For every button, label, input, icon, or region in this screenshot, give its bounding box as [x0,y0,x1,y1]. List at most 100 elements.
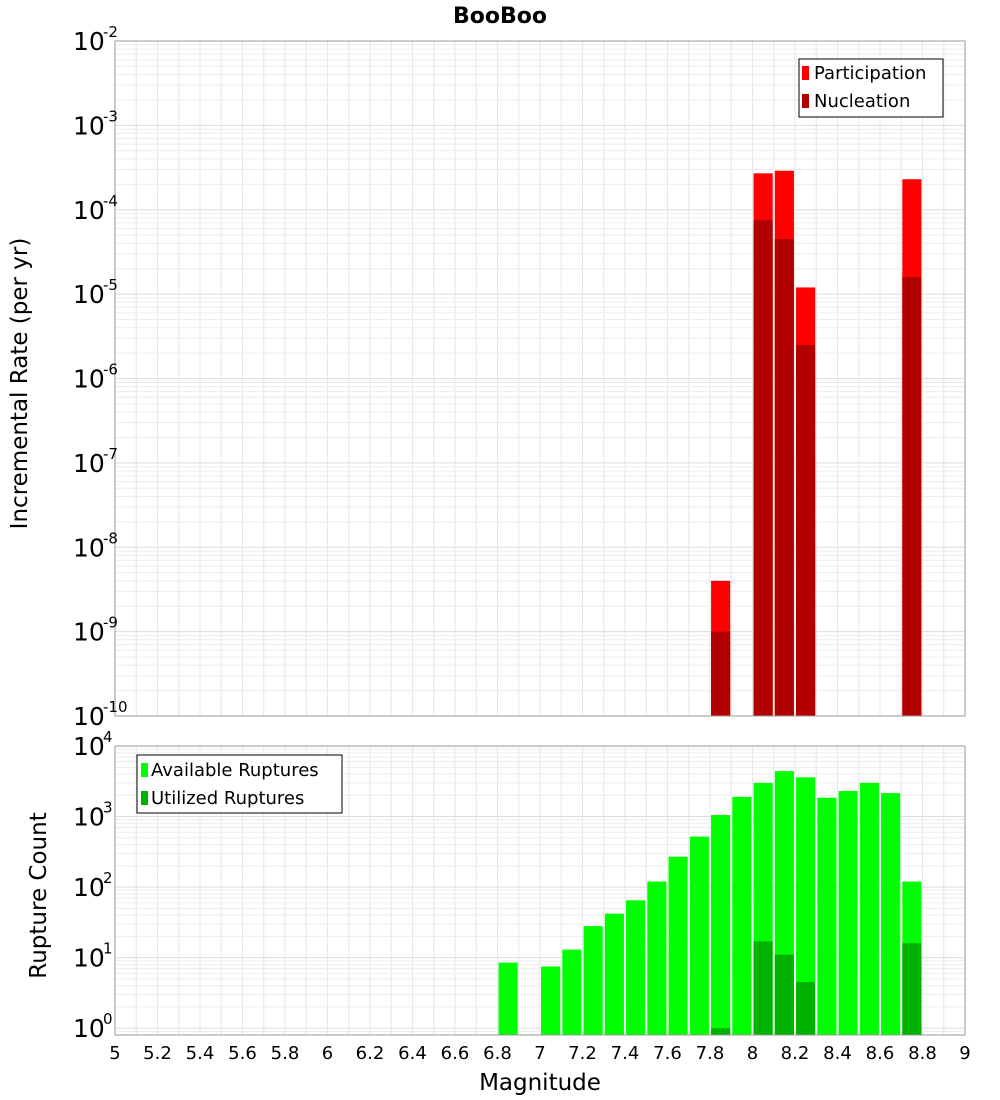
bar-available-ruptures [689,836,709,1035]
legend-label-available-ruptures: Available Ruptures [151,760,319,781]
x-tick-label: 5.4 [186,1043,215,1064]
bar-nucleation [711,631,731,716]
x-tick-label: 6.6 [441,1043,470,1064]
x-tick-label: 6.2 [356,1043,385,1064]
bottom-y-axis-label: Rupture Count [26,812,52,978]
x-tick-label: 6.8 [483,1043,512,1064]
legend-swatch-participation [802,66,809,80]
x-tick-label: 8.8 [908,1043,937,1064]
bar-nucleation [753,220,773,717]
x-tick-label: 5.2 [143,1043,172,1064]
bottom-y-tick-exponent: 0 [103,1010,113,1028]
top-y-tick-label: 10 [73,449,105,478]
x-tick-label: 6 [322,1043,333,1064]
top-y-tick-label: 10 [73,280,105,309]
chart-title: BooBoo [453,4,547,29]
top-y-tick-label: 10 [73,533,105,562]
bar-nucleation [774,239,794,716]
bar-available-ruptures [583,926,603,1035]
bottom-legend-box [136,754,343,814]
bar-available-ruptures [838,791,858,1035]
bottom-legend: Available Ruptures Utilized Ruptures [136,754,343,814]
top-y-tick-exponent: -8 [103,529,118,547]
top-legend: Participation Nucleation [798,58,944,118]
bar-available-ruptures [732,796,752,1035]
top-y-tick-exponent: -6 [103,361,118,379]
bar-utilized-ruptures [902,943,922,1035]
bar-nucleation [902,276,922,716]
legend-label-participation: Participation [814,63,926,84]
bar-available-ruptures [541,966,561,1035]
top-y-tick-exponent: -7 [103,445,118,463]
top-legend-box [798,58,944,118]
bar-available-ruptures [668,856,688,1035]
bottom-y-tick-exponent: 1 [103,940,113,958]
bar-available-ruptures [626,900,646,1035]
bar-utilized-ruptures [753,941,773,1035]
bar-utilized-ruptures [774,954,794,1035]
bottom-y-tick-exponent: 3 [103,799,113,817]
bar-available-ruptures [647,881,667,1035]
legend-swatch-nucleation [802,94,809,108]
bottom-y-tick-label: 10 [73,944,105,973]
x-tick-label: 6.4 [398,1043,427,1064]
bar-available-ruptures [796,777,816,1035]
bottom-y-tick-label: 10 [73,873,105,902]
legend-swatch-available-ruptures [141,763,148,777]
top-panel-frame [114,40,966,717]
bottom-panel-bars [498,771,922,1035]
x-tick-label: 7.2 [568,1043,597,1064]
top-y-tick-exponent: -5 [103,276,118,294]
bar-available-ruptures [711,815,731,1035]
bar-utilized-ruptures [796,982,816,1035]
top-y-tick-label: 10 [73,27,105,56]
top-y-tick-label: 10 [73,196,105,225]
x-tick-label: 7.6 [653,1043,682,1064]
top-y-tick-label: 10 [73,702,105,731]
x-tick-label: 7.4 [611,1043,640,1064]
x-tick-label: 5 [109,1043,120,1064]
legend-label-nucleation: Nucleation [814,91,910,112]
bottom-y-tick-label: 10 [73,803,105,832]
x-tick-label: 5.6 [228,1043,257,1064]
x-tick-label: 7 [534,1043,545,1064]
bottom-y-tick-label: 10 [73,1014,105,1043]
top-y-tick-exponent: -4 [103,192,118,210]
x-tick-label: 7.8 [696,1043,725,1064]
bottom-y-tick-exponent: 4 [103,728,113,746]
bottom-y-tick-label: 10 [73,732,105,761]
legend-label-utilized-ruptures: Utilized Ruptures [151,788,304,809]
bar-nucleation [796,344,816,716]
top-panel-bars [711,170,922,717]
bar-available-ruptures [859,782,879,1035]
x-tick-labels: 5 5.2 5.4 5.6 5.8 6 6.2 6.4 6.6 6.8 7 7.2 7.4 7.6 7.8 8… [109,1043,970,1064]
bar-available-ruptures [562,949,582,1035]
top-y-tick-exponent: -10 [103,698,128,716]
top-panel-grid [114,40,966,717]
bar-available-ruptures [881,793,901,1035]
bar-available-ruptures [498,962,518,1035]
x-tick-label: 5.8 [271,1043,300,1064]
top-y-axis-label: Incremental Rate (per yr) [7,238,33,530]
x-tick-label: 8.6 [866,1043,895,1064]
bar-utilized-ruptures [711,1028,731,1035]
bottom-y-tick-exponent: 2 [103,869,113,887]
x-tick-label: 9 [959,1043,970,1064]
legend-swatch-utilized-ruptures [141,791,148,805]
x-axis-label: Magnitude [479,1070,601,1096]
x-tick-label: 8.4 [823,1043,852,1064]
x-tick-label: 8.2 [781,1043,810,1064]
top-y-tick-label: 10 [73,618,105,647]
top-y-tick-label: 10 [73,365,105,394]
top-y-tick-label: 10 [73,111,105,140]
bottom-panel-frame [114,745,966,1036]
top-y-tick-exponent: -2 [103,23,118,41]
bar-available-ruptures [604,913,624,1035]
x-tick-label: 8 [747,1043,758,1064]
top-y-tick-exponent: -9 [103,614,118,632]
top-y-tick-exponent: -3 [103,107,118,125]
bar-available-ruptures [817,797,837,1035]
